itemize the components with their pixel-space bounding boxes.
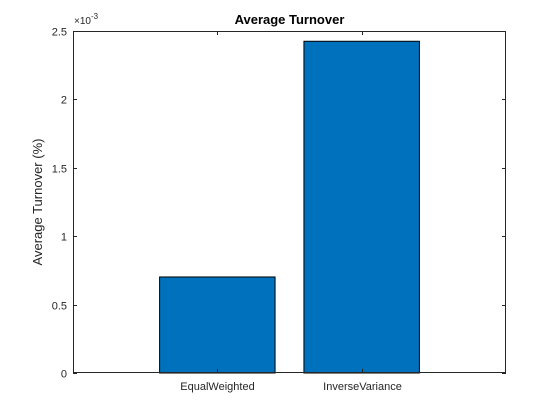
x-tick-label: EqualWeighted	[180, 381, 254, 393]
plot-frame	[73, 31, 506, 373]
y-tick-label: 2.5	[52, 27, 67, 39]
y-axis-title: Average Turnover (%)	[30, 139, 45, 266]
x-tick-label: InverseVariance	[323, 381, 402, 393]
chart-title: Average Turnover	[235, 12, 345, 27]
y-tick-label: 0.5	[52, 301, 67, 313]
y-tick-label: 1.5	[52, 164, 67, 176]
bar-equalweighted	[159, 276, 276, 374]
bar-inversevariance	[303, 40, 420, 374]
y-tick-label: 1	[61, 232, 67, 244]
bar-series	[159, 40, 420, 374]
y-tick-label: 2	[61, 95, 67, 107]
axis-tick-labels: 0 0.5 1 1.5 2 2.5 EqualWeighted InverseVariance	[52, 27, 402, 394]
y-tick-label: 0	[61, 369, 67, 381]
y-axis-exponent-base: ×10	[74, 16, 91, 27]
y-axis-exponent-power: -3	[91, 12, 99, 21]
y-axis-exponent: ×10-3	[74, 12, 99, 27]
plot-area	[73, 31, 506, 373]
